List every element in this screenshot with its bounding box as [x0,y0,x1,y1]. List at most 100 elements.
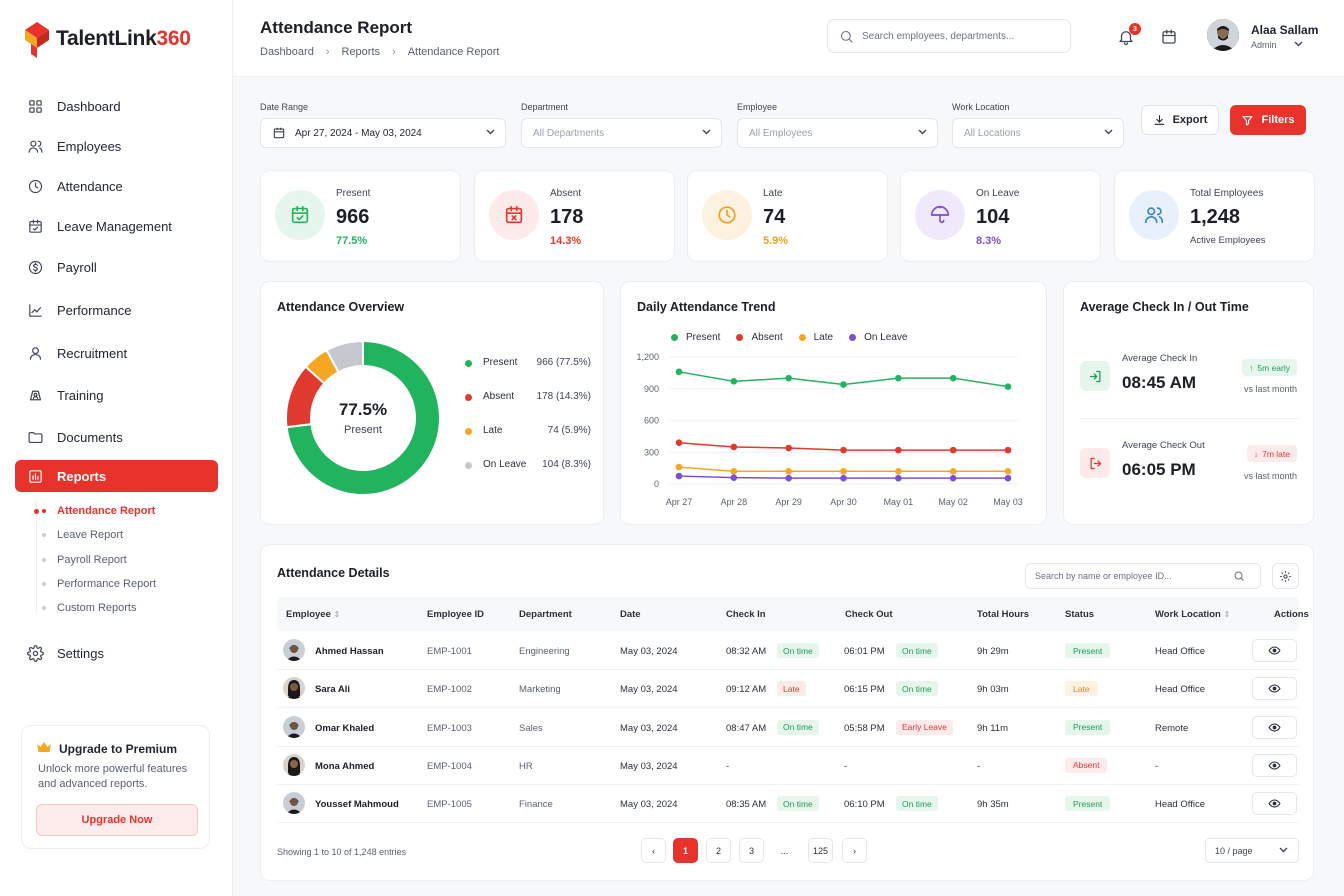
in-tag: On time [777,643,819,658]
submenu-item-payroll-report[interactable]: Payroll Report [42,554,127,566]
submenu-label: Leave Report [57,529,124,542]
data-point-present[interactable] [895,374,902,382]
upgrade-button[interactable]: Upgrade Now [36,804,198,836]
sidebar-item-recruitment[interactable]: Recruitment [15,337,218,369]
submenu-item-leave-report[interactable]: Leave Report [42,529,124,542]
employee-name[interactable]: Omar Khaled [315,722,375,734]
breadcrumb-dashboard[interactable]: Dashboard [260,46,314,58]
view-button[interactable] [1252,715,1297,739]
data-point-absent[interactable] [730,443,738,451]
department-select[interactable]: All Departments [521,118,722,148]
view-button[interactable] [1252,792,1297,816]
page-button-125[interactable]: 125 [808,838,833,863]
breadcrumb: Dashboard › Reports › Attendance Report [260,46,499,58]
data-point-on-leave[interactable] [785,474,792,482]
global-search-input[interactable] [862,30,1062,42]
filters-button[interactable]: Filters [1230,105,1306,135]
view-button[interactable] [1252,639,1297,662]
data-point-absent[interactable] [949,446,957,454]
calendar-button[interactable] [1160,28,1178,46]
view-button[interactable] [1252,753,1297,777]
sort-icon: ⇕ [1223,610,1231,619]
per-page-select[interactable]: 10 / page [1205,838,1299,863]
employee-name[interactable]: Ahmed Hassan [315,646,384,657]
total-hours: - [977,760,981,772]
notifications-button[interactable]: 3 [1117,23,1141,46]
data-point-on-leave[interactable] [840,474,847,482]
legend-name: On Leave [864,332,908,343]
prev-page-button[interactable]: ‹ [641,838,666,863]
page-label: 2 [715,845,721,856]
sidebar-item-payroll[interactable]: Payroll [15,251,218,283]
page-button-3[interactable]: 3 [739,838,764,863]
data-point-present[interactable] [1004,383,1012,390]
data-point-late[interactable] [675,463,683,471]
employee-select[interactable]: All Employees [737,118,938,148]
date-range-select[interactable]: Apr 27, 2024 - May 03, 2024 [260,118,506,148]
data-point-absent[interactable] [785,444,792,452]
export-label: Export [1172,114,1208,126]
logo[interactable]: TalentLink360 [22,18,191,60]
sidebar-item-settings[interactable]: Settings [15,637,218,669]
page-button-1[interactable]: 1 [673,838,698,863]
chevron-down-icon[interactable] [1294,41,1303,47]
sidebar-item-training[interactable]: Training [15,379,218,411]
submenu-item-performance-report[interactable]: Performance Report [42,578,156,590]
employee-name[interactable]: Mona Ahmed [315,760,375,772]
table-settings-button[interactable] [1272,563,1299,589]
global-search[interactable] [827,19,1071,53]
data-point-on-leave[interactable] [895,474,902,482]
employee-name[interactable]: Youssef Mahmoud [315,799,399,811]
date: May 03, 2024 [620,760,678,772]
training-icon [29,390,42,400]
export-button[interactable]: Export [1141,105,1219,135]
data-point-late[interactable] [730,468,738,475]
submenu-item-attendance-report[interactable]: Attendance Report [42,505,155,517]
data-point-on-leave[interactable] [730,474,738,481]
data-point-present[interactable] [949,374,957,382]
next-page-button[interactable]: › [842,838,867,863]
sidebar-item-leave-management[interactable]: Leave Management [15,210,218,242]
user-name[interactable]: Alaa Sallam [1251,23,1319,37]
location-select[interactable]: All Locations [952,118,1124,148]
data-point-absent[interactable] [840,446,847,454]
column-header-work-location[interactable]: Work Location ⇕ [1155,609,1230,620]
sidebar-item-dashboard[interactable]: Dashboard [15,90,218,122]
sidebar-item-performance[interactable]: Performance [15,294,218,326]
sidebar-item-reports[interactable]: Reports [15,460,218,492]
data-point-late[interactable] [949,468,957,475]
sidebar-item-employees[interactable]: Employees [15,130,218,162]
sidebar-item-documents[interactable]: Documents [15,421,218,453]
view-button[interactable] [1252,677,1297,701]
sidebar-item-attendance[interactable]: Attendance [15,170,218,202]
data-point-absent[interactable] [1004,446,1012,454]
data-point-on-leave[interactable] [949,474,957,482]
employee-name[interactable]: Sara Ali [315,684,351,696]
data-point-late[interactable] [840,468,847,475]
donut-slice-present[interactable] [285,340,441,496]
data-point-absent[interactable] [675,439,683,447]
data-point-late[interactable] [1004,468,1012,475]
avatar[interactable] [1207,19,1239,51]
column-header-employee[interactable]: Employee ⇕ [286,609,340,620]
pagination-info: Showing 1 to 10 of 1,248 entries [277,847,407,857]
check-out: 06:10 PM [844,799,885,811]
data-point-on-leave[interactable] [1004,474,1012,482]
page-button-2[interactable]: 2 [706,838,731,863]
data-point-late[interactable] [785,468,792,475]
submenu-item-custom-reports[interactable]: Custom Reports [42,602,136,614]
column-header-department: Department [519,609,572,620]
data-point-late[interactable] [895,468,902,475]
data-point-on-leave[interactable] [675,472,683,480]
data-point-absent[interactable] [895,446,902,454]
data-point-present[interactable] [785,374,792,382]
stat-value: 104 [976,206,1010,228]
data-point-present[interactable] [840,381,847,388]
donut-slice-on-leave[interactable] [325,340,364,374]
chevron-down-icon [1104,129,1113,135]
breadcrumb-reports[interactable]: Reports [341,46,381,58]
table-search[interactable] [1025,563,1261,589]
table-search-input[interactable] [1035,571,1233,581]
data-point-present[interactable] [675,368,683,376]
data-point-present[interactable] [730,378,738,385]
